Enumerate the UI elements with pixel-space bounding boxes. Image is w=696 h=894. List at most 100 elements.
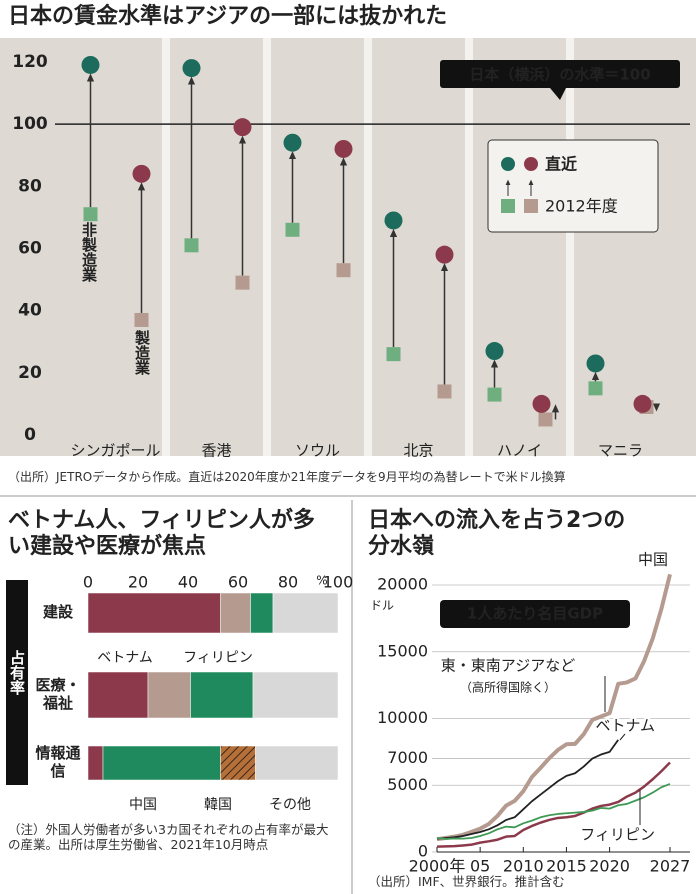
series-label: 製造業 — [133, 330, 151, 375]
x-tick-label: 2015 — [546, 857, 587, 876]
column-separator — [162, 38, 170, 456]
legend-square — [524, 199, 538, 213]
y-axis-label: 占有率 — [8, 650, 26, 695]
base-square — [437, 384, 452, 399]
x-tick-label: 20 — [128, 573, 148, 592]
recent-dot — [283, 133, 302, 152]
x-tick-label: 2010 — [503, 857, 544, 876]
bar-segment — [250, 592, 274, 634]
reference-label-box — [440, 60, 680, 88]
base-square — [487, 387, 502, 402]
source: （出所）IMF、世界銀行。推計含む — [368, 874, 565, 889]
legend-label: ベトナム — [97, 650, 153, 666]
recent-dot — [586, 354, 605, 373]
base-square — [538, 412, 553, 427]
legend-dot — [501, 157, 515, 171]
legend-label: 中国 — [129, 797, 157, 813]
x-tick-label: 0 — [83, 573, 93, 592]
base-square — [235, 275, 250, 290]
series-label: ベトナム — [595, 717, 655, 735]
chart-title: 日本への流入を占う2つの分水嶺 — [368, 508, 626, 560]
recent-dot — [182, 59, 201, 78]
y-tick-label: 医療・福祉 — [35, 676, 81, 712]
series-label: 非製造業 — [80, 222, 98, 282]
legend-dot — [524, 157, 538, 171]
legend-label: 韓国 — [204, 797, 232, 813]
recent-dot — [384, 211, 403, 230]
x-tick-label: 2020 — [589, 857, 630, 876]
recent-dot — [532, 394, 551, 413]
chart-title: ベトナム人、フィリピン人が多い建設や医療が焦点 — [8, 508, 315, 560]
recent-dot — [132, 164, 151, 183]
series-note: （高所得国除く） — [460, 680, 556, 695]
y-tick-label: 60 — [18, 238, 42, 258]
bar-segment — [87, 745, 104, 781]
series-label: 東・東南アジアなど — [441, 657, 575, 675]
x-tick-label: ソウル — [295, 442, 340, 460]
column-separator — [465, 38, 473, 456]
ylabel-box — [6, 580, 28, 785]
bar-segment — [87, 592, 221, 634]
column-separator — [263, 38, 271, 456]
series-label: フィリピン — [580, 826, 655, 844]
base-square — [285, 222, 300, 237]
recent-dot — [633, 394, 652, 413]
recent-dot — [435, 245, 454, 264]
reference-label: 日本（横浜）の水準＝100 — [469, 66, 650, 84]
bar-segment — [220, 592, 251, 634]
legend-label: その他 — [269, 797, 311, 813]
base-square — [184, 238, 199, 253]
leader — [619, 733, 626, 741]
line — [436, 783, 671, 840]
x-tick-label: 2000年 — [409, 857, 466, 876]
plot-background — [0, 38, 696, 456]
y-axis-label: ドル — [370, 599, 394, 613]
legend-label: 2012年度 — [545, 197, 618, 216]
x-axis-unit: % — [316, 574, 327, 588]
bar-segment — [147, 671, 191, 719]
x-tick-label: 05 — [470, 857, 490, 876]
x-tick-label: ハノイ — [497, 442, 542, 460]
base-square — [134, 312, 149, 327]
y-tick-label: 100 — [12, 114, 48, 134]
x-tick-label: 香港 — [201, 442, 231, 460]
y-tick-label: 10000 — [377, 708, 428, 727]
series-label: フィリピン — [580, 826, 655, 844]
base-square — [83, 207, 98, 222]
y-tick-label: 7000 — [387, 748, 428, 767]
bar-segment — [190, 671, 254, 719]
x-tick-label: 北京 — [403, 442, 433, 460]
legend-label: フィリピン — [183, 650, 253, 666]
x-tick-label: シンガポール — [70, 442, 160, 460]
y-tick-label: 0 — [418, 842, 428, 861]
bar-segment — [252, 671, 339, 719]
y-tick-label: 15000 — [377, 641, 428, 660]
legend-label: 直近 — [545, 155, 577, 174]
chart-title: 日本の賃金水準はアジアの一部には抜かれた — [8, 4, 448, 29]
bar-segment — [87, 671, 149, 719]
y-tick-label: 0 — [24, 425, 36, 445]
line — [436, 573, 672, 842]
x-tick-label: 80 — [278, 573, 298, 592]
y-tick-label: 5000 — [387, 775, 428, 794]
x-tick-label: マニラ — [598, 442, 643, 460]
reference-pointer — [550, 88, 566, 100]
recent-dot — [485, 342, 504, 361]
subtitle-box — [440, 600, 630, 628]
subtitle: 1人あたり名目GDP — [467, 605, 603, 623]
base-square — [336, 263, 351, 278]
source: （出所）JETROデータから作成。直近は2020年度か21年度データを9月平均の… — [8, 470, 566, 484]
y-tick-label: 120 — [12, 52, 48, 72]
base-square — [386, 347, 401, 362]
bar-segment — [272, 592, 339, 634]
recent-dot — [233, 118, 252, 137]
line — [436, 739, 619, 840]
bar-segment — [255, 745, 339, 781]
series-label: 東・東南アジアなど — [441, 657, 575, 675]
y-tick-label: 40 — [18, 301, 42, 321]
bar-segment — [220, 745, 256, 781]
series-label: ベトナム — [595, 717, 655, 735]
base-square — [588, 381, 603, 396]
